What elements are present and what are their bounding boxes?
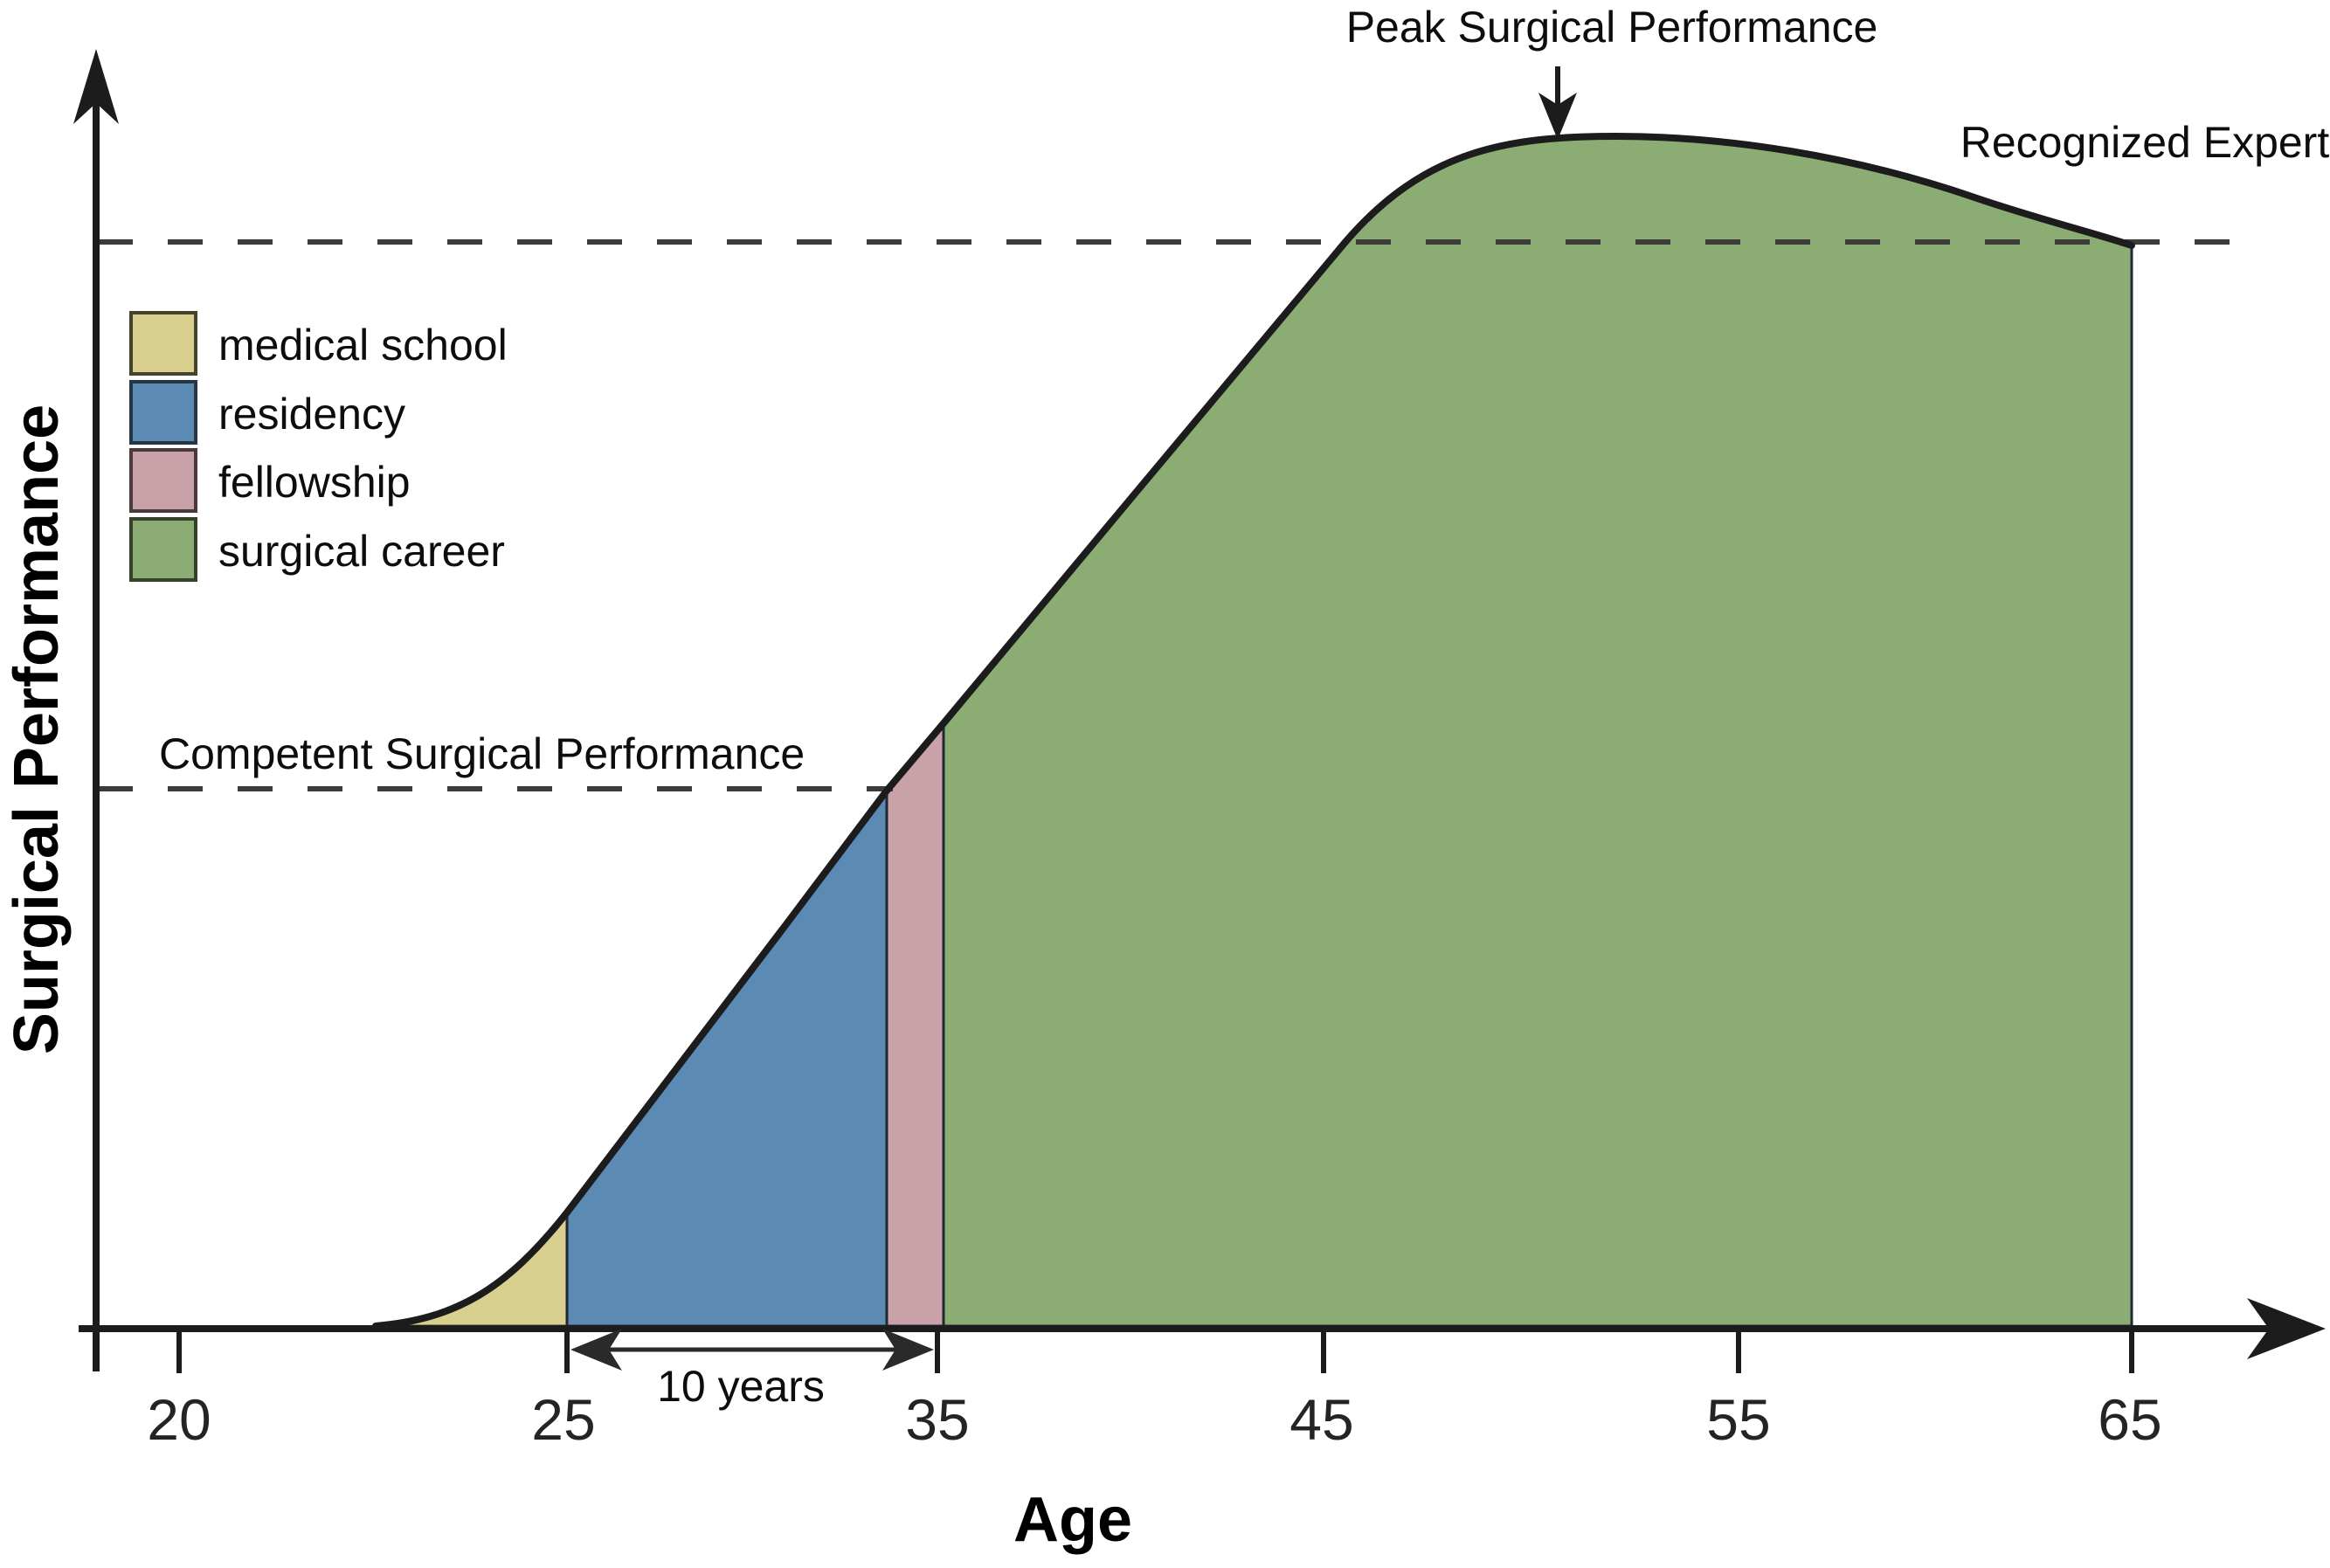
ten-years-right-arrowhead-icon — [882, 1329, 934, 1371]
legend-label-medical-school: medical school — [218, 321, 508, 370]
x-tick-label-55: 55 — [1706, 1387, 1770, 1452]
x-axis-title: Age — [1013, 1485, 1132, 1555]
x-tick-label-45: 45 — [1289, 1387, 1353, 1452]
area-surgical-career — [942, 135, 2133, 1328]
legend-swatch-surgical-career — [129, 517, 197, 582]
legend-swatch-residency — [129, 380, 197, 445]
x-tick-label-25: 25 — [531, 1387, 595, 1452]
y-axis-arrowhead-icon — [73, 49, 119, 124]
competent-label: Competent Surgical Performance — [159, 729, 805, 778]
performance-curve — [372, 132, 2135, 1330]
area-medical-school — [375, 1208, 569, 1328]
x-axis-ticks — [176, 1329, 2134, 1373]
x-tick-label-35: 35 — [905, 1387, 969, 1452]
ten-years-label: 10 years — [657, 1362, 825, 1411]
peak-annotation: Peak Surgical Performance — [1346, 3, 1878, 52]
area-residency — [565, 786, 888, 1328]
legend-swatch-medical-school — [129, 311, 197, 376]
area-fellowship — [885, 719, 945, 1328]
y-axis-title: Surgical Performance — [2, 404, 72, 1054]
x-tick-label-65: 65 — [2098, 1387, 2161, 1452]
peak-arrowhead-icon — [1538, 93, 1577, 140]
legend: medical school residency fellowship surg… — [129, 311, 508, 582]
x-axis-arrowhead-icon — [2247, 1298, 2326, 1359]
legend-label-fellowship: fellowship — [218, 458, 411, 507]
legend-label-surgical-career: surgical career — [218, 527, 505, 576]
legend-swatch-fellowship — [129, 448, 197, 513]
ten-years-left-arrowhead-icon — [570, 1329, 622, 1371]
legend-label-residency: residency — [218, 390, 405, 439]
recognized-expert-label: Recognized Expert — [1960, 118, 2330, 167]
x-tick-label-20: 20 — [147, 1387, 211, 1452]
